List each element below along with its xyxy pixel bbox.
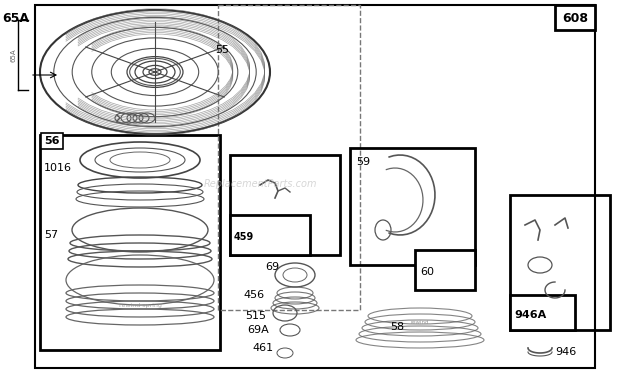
Text: 65A: 65A [2, 12, 29, 24]
Text: 55: 55 [215, 45, 229, 55]
Text: 59: 59 [356, 157, 370, 167]
Text: 60: 60 [420, 267, 434, 277]
Text: rewind spring: rewind spring [118, 303, 161, 307]
Text: 608: 608 [562, 12, 588, 24]
Text: ReplacementParts.com: ReplacementParts.com [203, 179, 317, 189]
Bar [510, 195, 610, 330]
Bar [350, 148, 475, 265]
Text: 459: 459 [234, 232, 254, 242]
Text: 515: 515 [245, 311, 266, 321]
Bar [230, 155, 340, 255]
Text: 946: 946 [555, 347, 576, 357]
Text: rewind: rewind [410, 320, 429, 324]
Bar [555, 5, 595, 30]
Bar [230, 215, 310, 255]
Bar [218, 5, 360, 310]
Text: 56: 56 [44, 136, 60, 146]
Text: 69: 69 [265, 262, 279, 272]
Text: 1016: 1016 [44, 163, 72, 173]
Text: 946A: 946A [514, 310, 546, 320]
Text: 58: 58 [390, 322, 404, 332]
Bar [415, 250, 475, 290]
Text: 461: 461 [252, 343, 273, 353]
Text: 69A: 69A [247, 325, 268, 335]
Text: 65A: 65A [10, 48, 16, 62]
Text: 456: 456 [243, 290, 264, 300]
Bar [510, 295, 575, 330]
Bar [40, 135, 220, 350]
Text: 57: 57 [44, 230, 58, 240]
